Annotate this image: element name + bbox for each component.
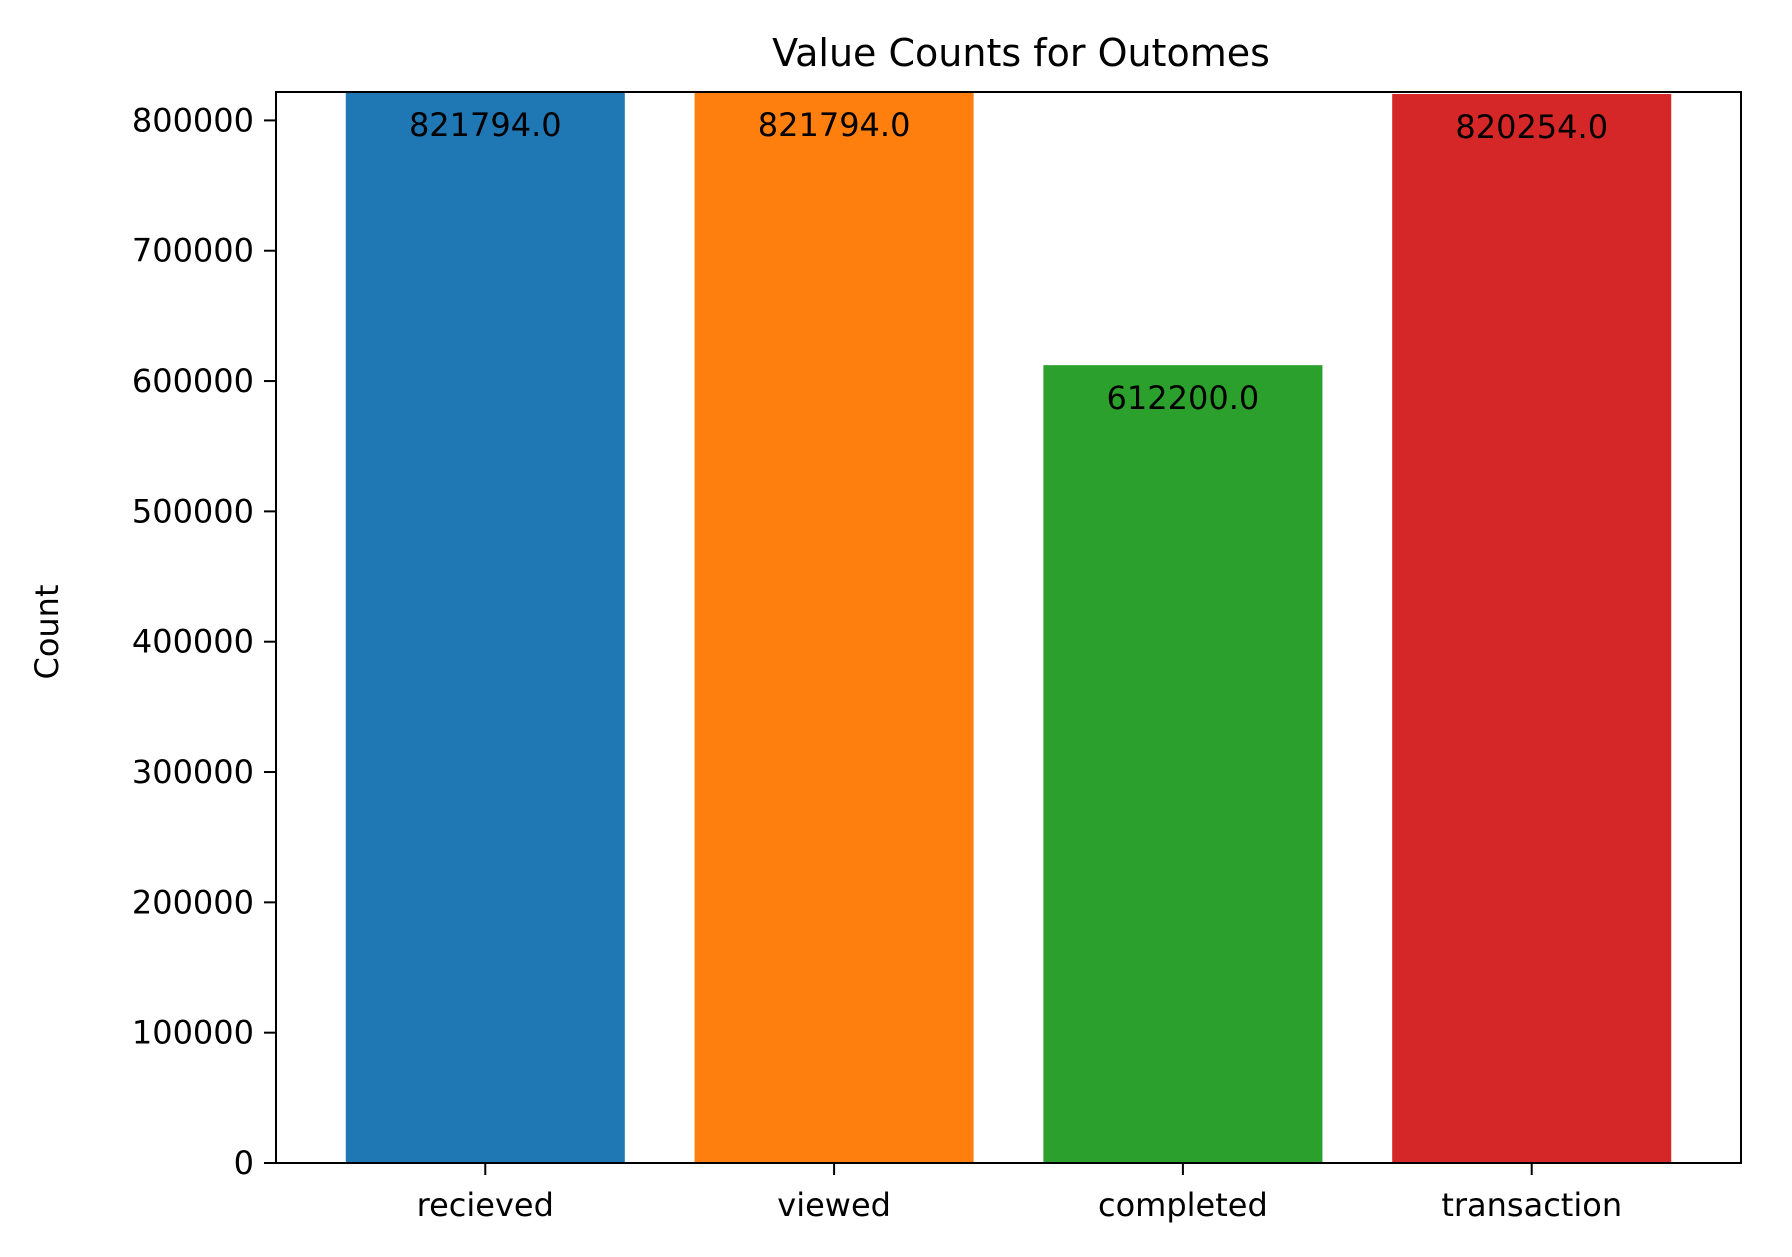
- y-tick-label-300000: 300000: [132, 753, 254, 791]
- y-tick-label-100000: 100000: [132, 1014, 254, 1052]
- bar-transaction: [1392, 94, 1672, 1164]
- y-tick-label-700000: 700000: [132, 232, 254, 270]
- data-label-completed: 612200.0: [1107, 379, 1260, 417]
- y-tick-label-200000: 200000: [132, 883, 254, 921]
- plot-frame: [275, 91, 1742, 1164]
- x-tick-label-viewed: viewed: [777, 1186, 891, 1224]
- x-tick-label-completed: completed: [1098, 1186, 1268, 1224]
- data-label-viewed: 821794.0: [758, 106, 911, 144]
- chart-title: Value Counts for Outomes: [772, 31, 1270, 75]
- y-axis-ticks: 0 100000 200000 300000 400000 500000 600000 700…: [132, 101, 276, 1182]
- data-label-transaction: 820254.0: [1455, 108, 1608, 146]
- x-axis-ticks: recieved viewed completed transaction: [417, 1163, 1622, 1224]
- y-tick-label-600000: 600000: [132, 362, 254, 400]
- x-tick-label-transaction: transaction: [1441, 1186, 1622, 1224]
- y-tick-label-400000: 400000: [132, 623, 254, 661]
- bars-group: [345, 92, 1672, 1164]
- bar-completed: [1043, 365, 1323, 1164]
- data-label-recieved: 821794.0: [409, 106, 562, 144]
- bar-recieved: [345, 92, 625, 1163]
- data-labels-group: 821794.0 821794.0 612200.0 820254.0: [409, 106, 1608, 417]
- y-tick-label-800000: 800000: [132, 101, 254, 139]
- bar-viewed: [694, 92, 974, 1163]
- x-tick-label-recieved: recieved: [417, 1186, 554, 1224]
- y-tick-label-0: 0: [234, 1144, 254, 1182]
- y-tick-label-500000: 500000: [132, 492, 254, 530]
- y-axis-label: Count: [28, 584, 66, 679]
